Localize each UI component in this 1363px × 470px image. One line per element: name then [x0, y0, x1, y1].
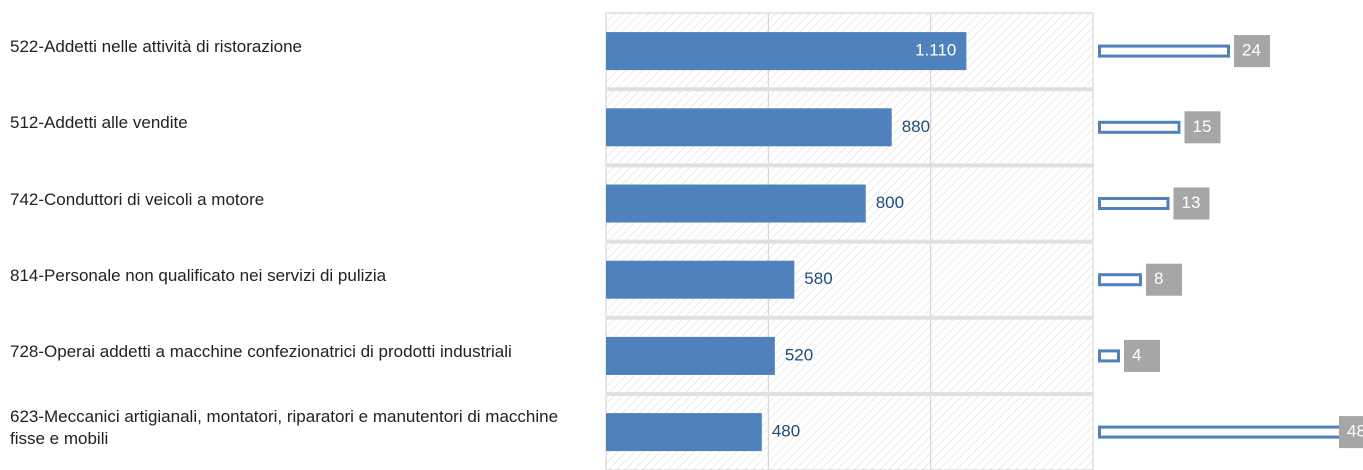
bar — [1098, 273, 1142, 287]
data-label-box — [1339, 416, 1363, 449]
data-label-box — [1184, 111, 1221, 144]
data-label-box — [1234, 35, 1270, 68]
bar — [606, 413, 762, 452]
data-label-box — [1124, 339, 1160, 372]
data-label: 24 — [1242, 41, 1261, 60]
data-label: 8 — [1154, 269, 1163, 288]
bar — [606, 32, 967, 71]
category-label: 814-Personale non qualificato nei serviz… — [10, 265, 387, 285]
data-label: 15 — [1193, 117, 1212, 136]
data-label: 580 — [804, 269, 832, 288]
data-label: 520 — [785, 345, 813, 364]
data-label: 13 — [1182, 193, 1201, 212]
bar — [1098, 120, 1181, 134]
category-label: 742-Conduttori di veicoli a motore — [10, 189, 265, 209]
data-label: 48 — [1347, 422, 1363, 441]
bar — [606, 336, 775, 375]
bar — [606, 184, 866, 223]
data-label: 880 — [902, 117, 930, 136]
data-label: 800 — [876, 193, 904, 212]
data-label-box — [1173, 187, 1210, 220]
bar — [606, 108, 892, 147]
bar — [1098, 349, 1120, 363]
category-label: 512-Addetti alle vendite — [10, 113, 188, 133]
category-label: 623-Meccanici artigianali, montatori, ri… — [10, 407, 559, 449]
data-label: 4 — [1132, 345, 1141, 364]
bar — [606, 260, 795, 299]
data-label: 1.110 — [915, 41, 956, 60]
category-label: 522-Addetti nelle attività di ristorazio… — [10, 37, 302, 57]
data-label: 480 — [772, 422, 800, 441]
data-label-box — [1146, 263, 1182, 296]
category-label: 728-Operai addetti a macchine confeziona… — [10, 341, 512, 361]
bar — [1098, 197, 1170, 210]
bar — [1098, 44, 1230, 58]
bar — [1098, 425, 1362, 439]
